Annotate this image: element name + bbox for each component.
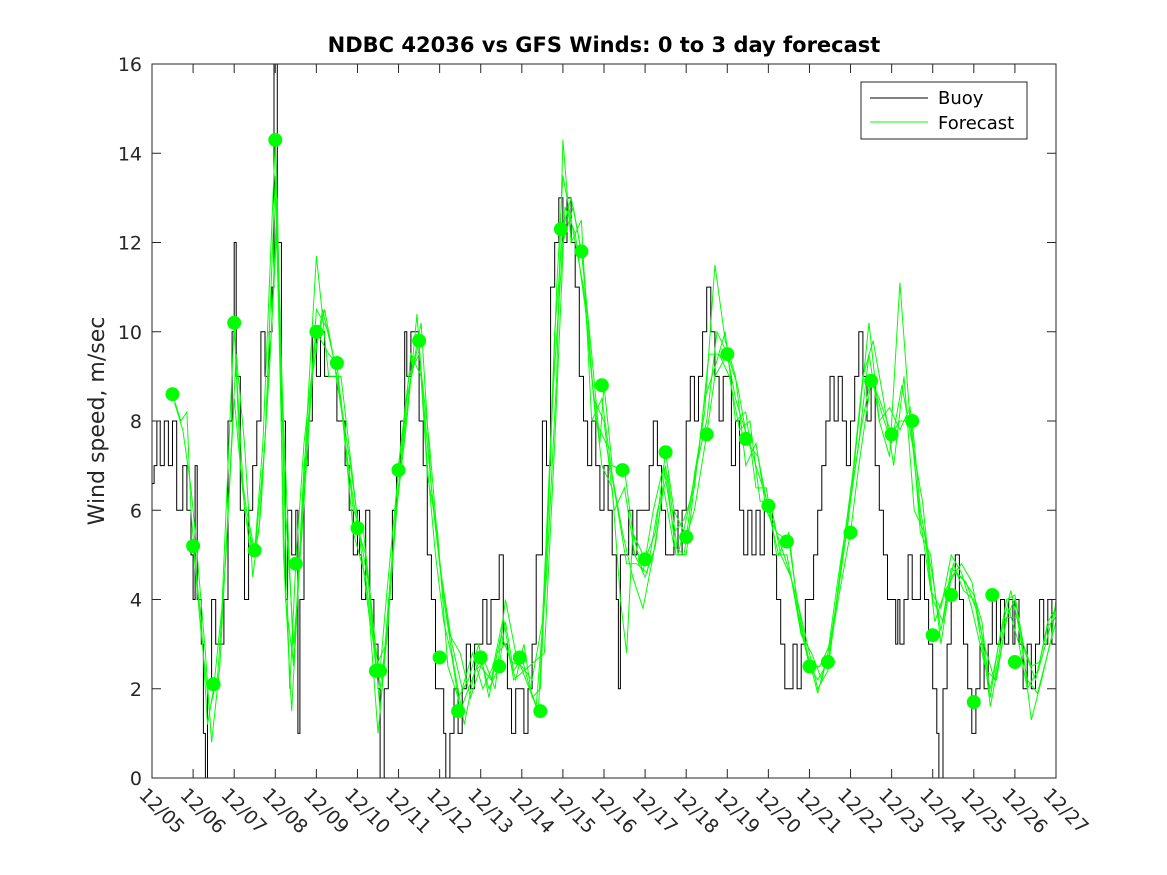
forecast-marker xyxy=(966,695,981,710)
y-axis-label: Wind speed, m/sec xyxy=(85,317,110,526)
forecast-marker xyxy=(615,463,630,478)
forecast-marker xyxy=(473,650,488,665)
forecast-marker xyxy=(864,373,879,388)
y-tick-label: 10 xyxy=(118,322,142,344)
forecast-series-line xyxy=(274,197,1057,712)
forecast-marker xyxy=(492,659,507,674)
forecast-marker xyxy=(165,387,180,402)
y-tick-label: 6 xyxy=(130,500,142,522)
forecast-marker xyxy=(553,222,568,237)
forecast-marker xyxy=(268,132,283,147)
forecast-marker xyxy=(247,543,262,558)
forecast-marker xyxy=(761,498,776,513)
forecast-marker xyxy=(412,333,427,348)
forecast-marker xyxy=(802,659,817,674)
forecast-marker xyxy=(186,539,201,553)
forecast-marker xyxy=(679,530,694,544)
forecast-marker xyxy=(985,588,1000,602)
y-tick-label: 14 xyxy=(118,143,142,165)
forecast-marker xyxy=(779,534,794,549)
forecast-marker xyxy=(944,588,959,602)
forecast-marker xyxy=(227,315,242,330)
legend-box xyxy=(860,81,1028,140)
marker-layer xyxy=(165,132,1022,719)
legend: Buoy Forecast xyxy=(860,81,1028,140)
forecast-marker xyxy=(843,525,858,540)
y-tick-label: 2 xyxy=(130,679,142,701)
forecast-marker xyxy=(1007,655,1022,669)
forecast-marker xyxy=(925,628,940,643)
forecast-marker xyxy=(738,431,753,446)
forecast-marker xyxy=(533,704,548,719)
y-axis: 0 2 4 6 8 10 12 14 16 xyxy=(118,54,1056,790)
y-tick-label: 0 xyxy=(130,768,142,790)
forecast-marker xyxy=(451,704,466,719)
forecast-marker xyxy=(391,463,406,478)
forecast-marker xyxy=(288,556,303,571)
forecast-marker xyxy=(884,427,899,442)
forecast-marker xyxy=(350,521,365,536)
forecast-marker xyxy=(699,427,714,442)
y-tick-label: 4 xyxy=(130,590,142,612)
y-tick-label: 16 xyxy=(118,54,142,76)
forecast-marker xyxy=(574,244,589,259)
forecast-marker xyxy=(206,677,221,692)
y-tick-label: 8 xyxy=(130,411,142,433)
forecast-marker xyxy=(658,445,673,460)
forecast-marker xyxy=(720,347,735,362)
legend-buoy-label: Buoy xyxy=(938,88,984,109)
forecast-marker xyxy=(905,414,920,428)
forecast-marker xyxy=(373,663,388,678)
legend-forecast-label: Forecast xyxy=(938,113,1014,134)
forecast-marker xyxy=(309,324,324,339)
forecast-marker xyxy=(594,378,609,393)
y-tick-label: 12 xyxy=(118,233,142,255)
chart-title: NDBC 42036 vs GFS Winds: 0 to 3 day fore… xyxy=(328,33,881,57)
series-layer xyxy=(152,63,1057,779)
forecast-marker xyxy=(329,356,344,370)
forecast-marker xyxy=(512,650,527,665)
forecast-marker xyxy=(432,650,447,665)
forecast-marker xyxy=(638,552,653,567)
forecast-marker xyxy=(820,655,835,669)
forecast-series-line xyxy=(233,139,1057,725)
